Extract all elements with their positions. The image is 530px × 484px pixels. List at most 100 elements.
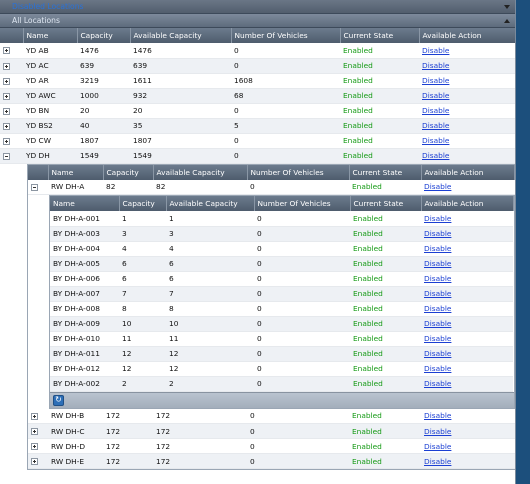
expand-cell[interactable] (28, 453, 48, 469)
column-header-available-action[interactable]: Available Action (421, 196, 514, 211)
column-header-current-state[interactable]: Current State (340, 28, 420, 43)
plus-box-icon[interactable] (31, 443, 38, 450)
plus-box-icon[interactable] (31, 428, 38, 435)
table-row[interactable]: YD AR 3219 1611 1608 Enabled Disable (0, 73, 515, 89)
table-row[interactable]: BY DH-A-009 10 10 0 Enabled Disable (50, 316, 513, 332)
plus-box-icon[interactable] (3, 137, 10, 145)
column-header-available-capacity[interactable]: Available Capacity (166, 196, 255, 211)
disable-link[interactable]: Disable (424, 411, 452, 421)
table-row[interactable]: BY DH-A-006 6 6 0 Enabled Disable (50, 271, 513, 287)
expand-cell[interactable] (0, 73, 23, 89)
column-header-name[interactable]: Name (23, 28, 78, 43)
column-header-number-of-vehicles[interactable]: Number Of Vehicles (254, 196, 351, 211)
disable-link[interactable]: Disable (424, 259, 452, 268)
table-row[interactable]: BY DH-A-012 12 12 0 Enabled Disable (50, 361, 513, 377)
table-row[interactable]: YD CW 1807 1807 0 Enabled Disable (0, 133, 515, 149)
disable-link[interactable]: Disable (422, 136, 450, 145)
column-header-number-of-vehicles[interactable]: Number Of Vehicles (231, 28, 341, 43)
disable-link[interactable]: Disable (422, 91, 450, 100)
table-row[interactable]: BY DH-A-007 7 7 0 Enabled Disable (50, 286, 513, 302)
expand-cell[interactable] (0, 88, 23, 104)
table-row[interactable]: BY DH-A-010 11 11 0 Enabled Disable (50, 331, 513, 347)
expand-cell[interactable] (0, 43, 23, 59)
table-row[interactable]: BY DH-A-002 2 2 0 Enabled Disable (50, 376, 513, 392)
disable-link[interactable]: Disable (424, 182, 452, 192)
disable-link[interactable]: Disable (422, 121, 450, 130)
table-row[interactable]: RW DH-C 172 172 0 Enabled Disable (28, 423, 515, 439)
column-header-available-action[interactable]: Available Action (421, 164, 515, 180)
table-row[interactable]: YD AC 639 639 0 Enabled Disable (0, 58, 515, 74)
disable-link[interactable]: Disable (424, 364, 452, 373)
plus-box-icon[interactable] (31, 412, 38, 420)
cell-available-capacity: 172 (153, 408, 247, 424)
plus-box-icon[interactable] (3, 62, 10, 70)
column-header-capacity[interactable]: Capacity (77, 28, 131, 43)
expand-cell[interactable] (28, 423, 48, 439)
plus-box-icon[interactable] (3, 92, 10, 100)
disable-link[interactable]: Disable (422, 106, 450, 115)
disable-link[interactable]: Disable (422, 61, 450, 70)
table-row[interactable]: RW DH-B 172 172 0 Enabled Disable (28, 408, 515, 424)
chevron-up-icon[interactable] (502, 16, 511, 25)
expand-cell[interactable] (0, 148, 23, 164)
table-row[interactable]: BY DH-A-005 6 6 0 Enabled Disable (50, 256, 513, 272)
plus-box-icon[interactable] (3, 77, 10, 85)
expand-cell[interactable] (0, 103, 23, 119)
column-header-available-action[interactable]: Available Action (419, 28, 515, 43)
table-row[interactable]: RW DH-E 172 172 0 Enabled Disable (28, 453, 515, 469)
table-row[interactable]: BY DH-A-001 1 1 0 Enabled Disable (50, 211, 513, 227)
table-row[interactable]: YD AWC 1000 932 68 Enabled Disable (0, 88, 515, 104)
expand-cell[interactable] (28, 408, 48, 424)
plus-box-icon[interactable] (3, 47, 10, 55)
all-locations-panel-header[interactable]: All Locations (0, 14, 515, 28)
disable-link[interactable]: Disable (424, 304, 452, 313)
table-row[interactable]: BY DH-A-003 3 3 0 Enabled Disable (50, 226, 513, 242)
refresh-icon[interactable]: ↻ (53, 394, 64, 406)
expand-cell[interactable] (0, 133, 23, 149)
plus-box-icon[interactable] (31, 458, 38, 465)
column-header-number-of-vehicles[interactable]: Number Of Vehicles (247, 164, 350, 180)
column-header-capacity[interactable]: Capacity (103, 164, 154, 180)
plus-box-icon[interactable] (3, 107, 10, 115)
table-row[interactable]: YD AB 1476 1476 0 Enabled Disable (0, 43, 515, 59)
expand-cell[interactable] (0, 118, 23, 134)
table-row[interactable]: RW DH-D 172 172 0 Enabled Disable (28, 438, 515, 454)
plus-box-icon[interactable] (3, 122, 10, 130)
chevron-down-icon[interactable] (502, 2, 511, 11)
column-header-capacity[interactable]: Capacity (119, 196, 167, 211)
column-header-current-state[interactable]: Current State (349, 164, 422, 180)
disable-link[interactable]: Disable (424, 289, 452, 298)
table-row[interactable]: YD DH 1549 1549 0 Enabled Disable (0, 148, 515, 164)
expand-cell[interactable] (0, 58, 23, 74)
disable-link[interactable]: Disable (422, 45, 450, 55)
column-header-available-capacity[interactable]: Available Capacity (153, 164, 248, 180)
minus-box-icon[interactable] (31, 183, 38, 191)
disable-link[interactable]: Disable (424, 334, 452, 343)
disable-link[interactable]: Disable (424, 441, 452, 451)
table-row[interactable]: RW DH-A 82 82 0 Enabled Disable (28, 179, 515, 195)
disable-link[interactable]: Disable (424, 456, 452, 466)
column-header-name[interactable]: Name (50, 196, 120, 211)
disable-link[interactable]: Disable (422, 76, 450, 85)
disable-link[interactable]: Disable (424, 349, 452, 358)
disabled-locations-panel-header[interactable]: Disabled Locations (0, 0, 515, 14)
disable-link[interactable]: Disable (424, 319, 452, 328)
expand-cell[interactable] (28, 179, 48, 195)
disable-link[interactable]: Disable (424, 426, 452, 436)
column-header-available-capacity[interactable]: Available Capacity (130, 28, 232, 43)
table-row[interactable]: BY DH-A-008 8 8 0 Enabled Disable (50, 301, 513, 317)
disable-link[interactable]: Disable (424, 229, 452, 238)
disable-link[interactable]: Disable (422, 151, 450, 160)
disable-link[interactable]: Disable (424, 244, 452, 253)
disable-link[interactable]: Disable (424, 274, 452, 283)
table-row[interactable]: YD BS2 40 35 5 Enabled Disable (0, 118, 515, 134)
table-row[interactable]: BY DH-A-004 4 4 0 Enabled Disable (50, 241, 513, 257)
table-row[interactable]: YD BN 20 20 0 Enabled Disable (0, 103, 515, 119)
disable-link[interactable]: Disable (424, 213, 452, 223)
column-header-name[interactable]: Name (48, 164, 104, 180)
minus-box-icon[interactable] (3, 152, 10, 160)
disable-link[interactable]: Disable (424, 379, 452, 388)
expand-cell[interactable] (28, 438, 48, 454)
table-row[interactable]: BY DH-A-011 12 12 0 Enabled Disable (50, 346, 513, 362)
column-header-current-state[interactable]: Current State (350, 196, 422, 211)
